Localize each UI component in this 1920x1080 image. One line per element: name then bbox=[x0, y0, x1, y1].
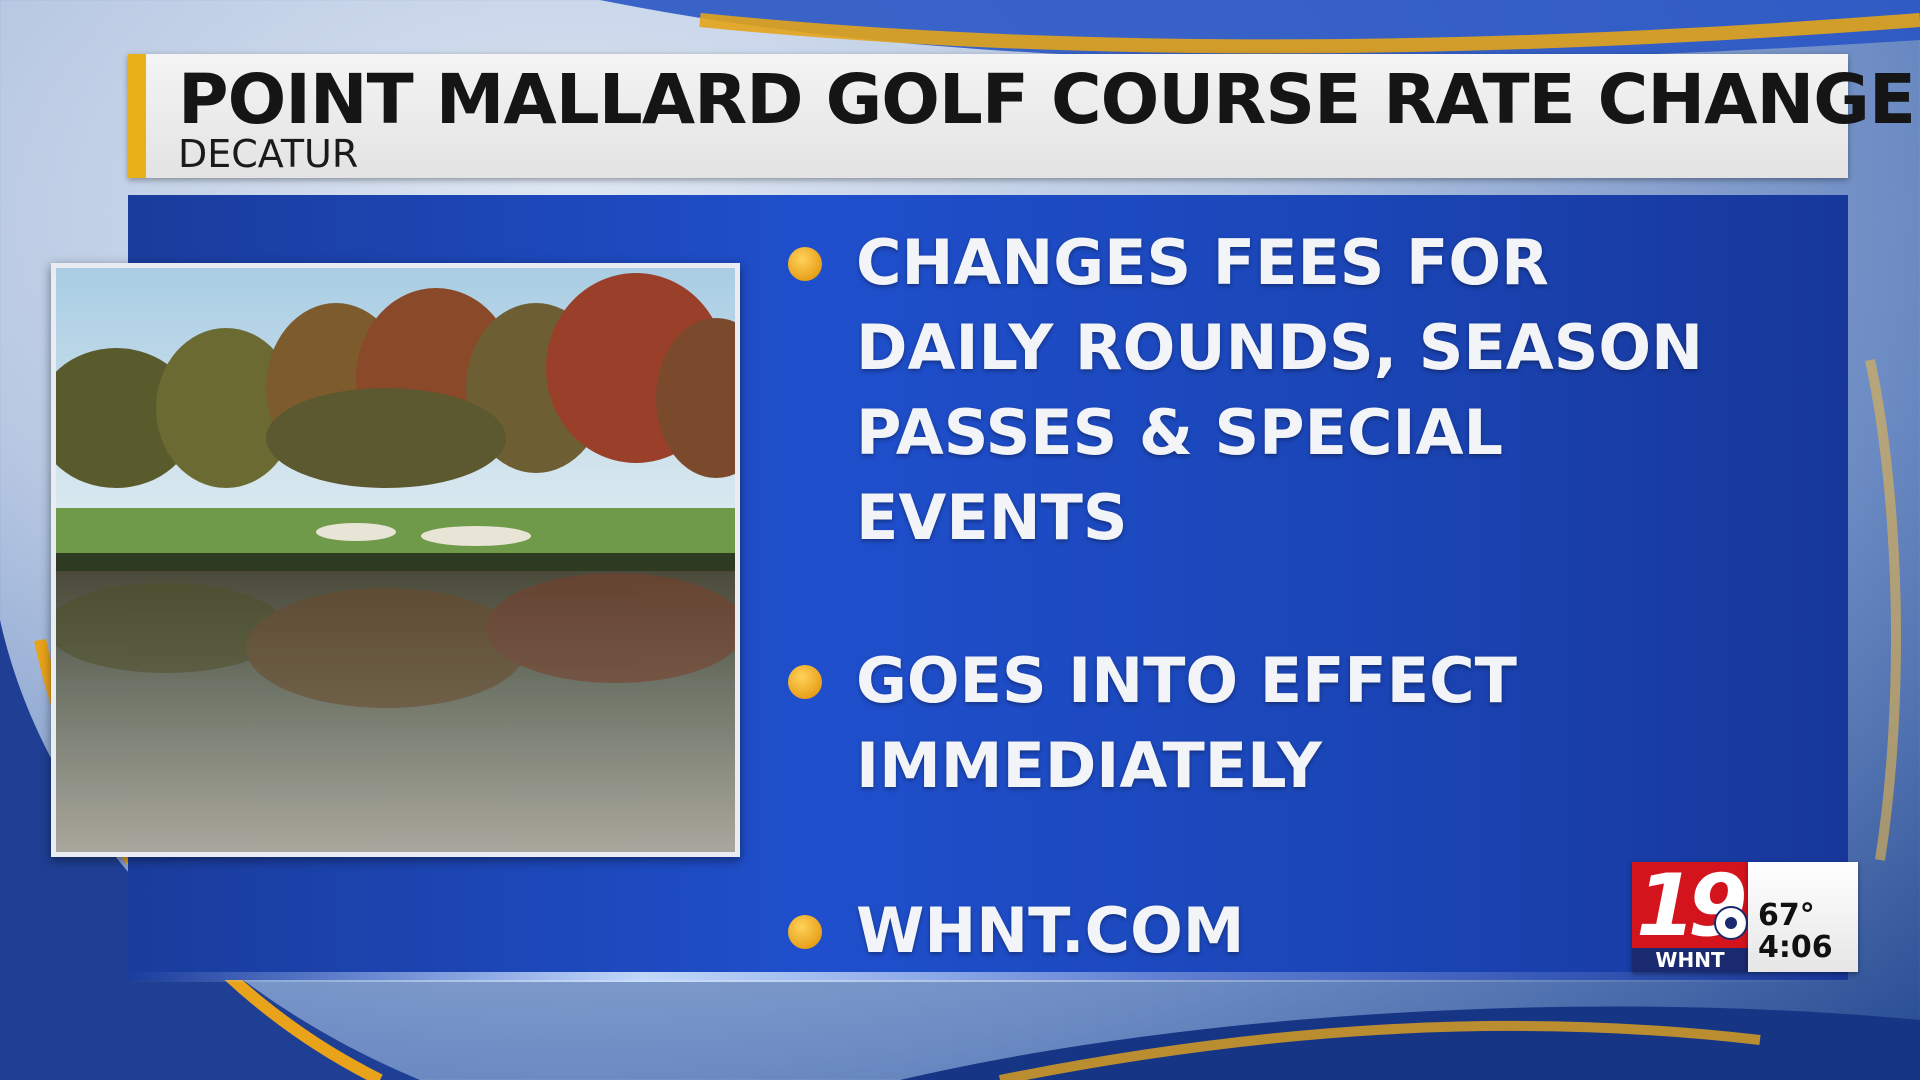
bullet-dot-icon bbox=[788, 665, 822, 699]
station-logo: 19 WHNT bbox=[1632, 856, 1748, 972]
bullet-dot-icon bbox=[788, 247, 822, 281]
headline-bar: POINT MALLARD GOLF COURSE RATE CHANGES D… bbox=[128, 54, 1920, 178]
call-letters: WHNT bbox=[1632, 948, 1748, 972]
time: 4:06 bbox=[1758, 930, 1833, 965]
weather-time-box: 67° 4:06 bbox=[1748, 862, 1858, 972]
bullet-dot-icon bbox=[788, 915, 822, 949]
channel-number: 19 bbox=[1636, 856, 1748, 956]
golf-course-photo bbox=[51, 263, 740, 857]
location-label: DECATUR bbox=[178, 132, 359, 176]
cbs-eye-icon bbox=[1714, 906, 1748, 940]
bullet-text: CHANGES FEES FOR DAILY ROUNDS, SEASON PA… bbox=[856, 226, 1704, 554]
photo-illustration bbox=[56, 268, 735, 852]
reflection bbox=[56, 573, 735, 708]
headline-accent bbox=[128, 54, 146, 178]
bullet-text: WHNT.COM bbox=[856, 894, 1245, 967]
panel-glow bbox=[128, 972, 1848, 982]
headline: POINT MALLARD GOLF COURSE RATE CHANGES bbox=[178, 60, 1920, 140]
temperature: 67° bbox=[1758, 898, 1815, 933]
tree-line bbox=[56, 273, 735, 488]
bullet-text: GOES INTO EFFECT IMMEDIATELY bbox=[856, 644, 1517, 802]
